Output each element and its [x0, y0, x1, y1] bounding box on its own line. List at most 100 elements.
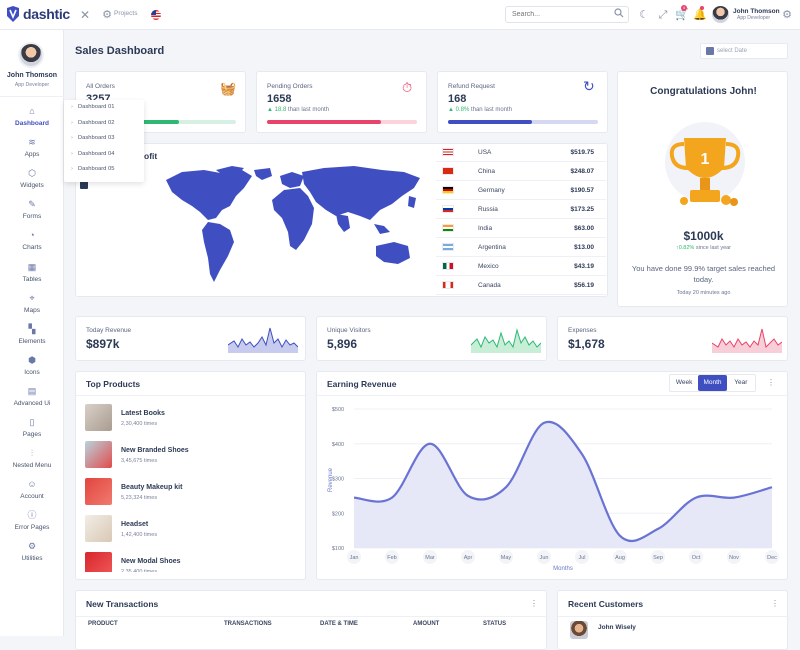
stat-card-pending-orders: Pending Orders 1658 ▲ 18.8 than last mon… [256, 71, 427, 133]
us-flag-icon[interactable] [151, 10, 161, 20]
pie-chart-icon: ◔ [29, 230, 35, 241]
date-picker[interactable]: select Date [700, 43, 788, 59]
congrats-amount: $1000k [683, 229, 724, 243]
customer-name[interactable]: John Wisely [598, 624, 636, 631]
sidebar-item-elements[interactable]: ▚ Elements [0, 324, 64, 345]
sidebar-item-charts[interactable]: ◔ Charts [0, 230, 64, 251]
column-header-product[interactable]: PRODUCT [88, 621, 118, 627]
column-header-transactions[interactable]: TRANSACTIONS [224, 621, 272, 627]
congrats-message: You have done 99.9% target sales reached… [631, 264, 776, 284]
product-item[interactable]: Headset 1,42,400 times [85, 515, 295, 545]
table-icon: ▦ [27, 261, 37, 272]
cart-icon[interactable]: 🛒 [675, 9, 689, 21]
projects-gear-icon[interactable]: ⚙ [102, 9, 112, 21]
column-header-status[interactable]: STATUS [483, 621, 507, 627]
tab-month[interactable]: Month [698, 375, 727, 391]
country-name: Mexico [478, 263, 499, 270]
country-row[interactable]: India $63.00 [436, 219, 606, 238]
fullscreen-icon[interactable]: ⤢ [658, 9, 668, 21]
sidebar-item-label: Tables [22, 275, 42, 283]
country-row[interactable]: Mexico $43.19 [436, 257, 606, 276]
transactions-more-icon[interactable]: ⋮ [530, 599, 538, 608]
sidebar-item-label: Pages [22, 431, 42, 438]
cart-badge: 4 [681, 5, 687, 11]
zoom-control[interactable] [80, 181, 88, 189]
country-row[interactable]: Germany $190.57 [436, 181, 606, 200]
submenu-item[interactable]: Dashboard 01 [64, 100, 144, 116]
product-item[interactable]: Beauty Makeup kit 5,23,324 times [85, 478, 295, 508]
submenu-item[interactable]: Dashboard 02 [64, 116, 144, 132]
x-tick-label: Nov [729, 555, 739, 561]
top-products-card: Top Products [75, 371, 306, 580]
mini-stat-label: Unique Visitors [327, 327, 371, 334]
country-value: $13.00 [574, 244, 594, 251]
avatar[interactable] [712, 6, 729, 23]
stopwatch-icon: ⏱ [402, 80, 413, 95]
projects-label[interactable]: Projects [114, 10, 138, 17]
tab-year[interactable]: Year [734, 379, 748, 386]
earning-revenue-chart[interactable]: $500 $400 $300 $200 $100 Jan Feb Mar Apr May Jun Ju… [316, 395, 788, 580]
mini-stat-value: $1,678 [568, 337, 605, 351]
sidebar-item-advanced-ui[interactable]: ▤ Advanced Ui [0, 386, 64, 407]
sidebar-item-widgets[interactable]: ⬡ Widgets [0, 168, 64, 189]
country-row[interactable]: Argentina $13.00 [436, 238, 606, 257]
country-value: $248.07 [570, 168, 595, 175]
country-value: $519.75 [570, 149, 595, 156]
sidebar-item-label: Apps [24, 151, 40, 159]
earning-title: Earning Revenue [327, 379, 397, 389]
settings-icon: ⚙ [27, 541, 37, 552]
country-row[interactable]: Canada $56.19 [436, 276, 606, 295]
customers-more-icon[interactable]: ⋮ [771, 599, 779, 608]
sidebar-avatar[interactable] [18, 42, 44, 68]
sidebar-user-role: App Developer [14, 82, 50, 88]
submenu-item[interactable]: Dashboard 03 [64, 131, 144, 147]
sidebar-item-utilities[interactable]: ⚙ Utilities [0, 541, 64, 562]
search-input[interactable] [505, 6, 629, 23]
sidebar-item-pages[interactable]: ▯ Pages [0, 417, 64, 438]
stat-card-refund-request: Refund Request 168 ▲ 0.8% than last mont… [437, 71, 608, 133]
stat-label: Refund Request [448, 83, 495, 90]
product-item[interactable]: Latest Books 2,30,400 times [85, 404, 295, 434]
product-item[interactable]: New Modal Shoes 2,35,400 times [85, 552, 295, 572]
customer-avatar[interactable] [570, 621, 588, 639]
world-map[interactable] [164, 166, 434, 286]
flag-icon [442, 148, 454, 156]
transactions-title: New Transactions [86, 599, 159, 609]
product-item[interactable]: New Branded Shoes 3,45,675 times [85, 441, 295, 471]
country-row[interactable]: Russia $173.25 [436, 200, 606, 219]
country-row[interactable]: USA $519.75 [436, 143, 606, 162]
sidebar-item-nested-menu[interactable]: ⫶ Nested Menu [0, 448, 64, 469]
close-icon[interactable]: ✕ [79, 8, 91, 22]
more-options-icon[interactable]: ⋮ [767, 378, 775, 387]
sidebar-item-maps[interactable]: ⌖ Maps [0, 293, 64, 314]
moon-icon[interactable]: ☾ [639, 9, 649, 21]
y-tick-label: $200 [332, 511, 344, 517]
tab-week[interactable]: Week [675, 379, 693, 386]
settings-icon[interactable]: ⚙ [782, 9, 792, 21]
x-tick-bg [461, 550, 475, 564]
sidebar-item-dashboard[interactable]: ⌂ Dashboard [0, 106, 64, 127]
search-icon[interactable] [612, 8, 626, 22]
x-tick-label: May [501, 555, 512, 561]
country-row[interactable]: China $248.07 [436, 162, 606, 181]
flag-icon [442, 281, 454, 289]
submenu-item[interactable]: Dashboard 05 [64, 162, 144, 178]
submenu-item[interactable]: Dashboard 04 [64, 147, 144, 163]
topbar-user-name[interactable]: John Thomson [733, 8, 780, 15]
sidebar-item-icons[interactable]: ⬢ Icons [0, 355, 64, 376]
logo[interactable]: dashtic [6, 6, 70, 22]
sidebar-item-forms[interactable]: ✎ Forms [0, 199, 64, 220]
sidebar-item-account[interactable]: ☺ Account [0, 479, 64, 500]
column-header-date-time[interactable]: DATE & TIME [320, 621, 358, 627]
sidebar-item-apps[interactable]: ≋ Apps [0, 137, 64, 158]
bell-icon[interactable]: 🔔 [693, 9, 707, 21]
x-tick-label: Dec [767, 555, 777, 561]
topbar-user-role: App Developer [737, 15, 771, 21]
expenses-sparkline [712, 328, 782, 353]
sidebar-item-error-pages[interactable]: ⓘ Error Pages [0, 510, 64, 531]
country-name: USA [478, 149, 492, 156]
grid-icon: ▚ [28, 323, 36, 334]
column-header-amount[interactable]: AMOUNT [413, 621, 440, 627]
sidebar-item-tables[interactable]: ▦ Tables [0, 262, 64, 283]
sidebar-item-label: Forms [22, 213, 42, 221]
